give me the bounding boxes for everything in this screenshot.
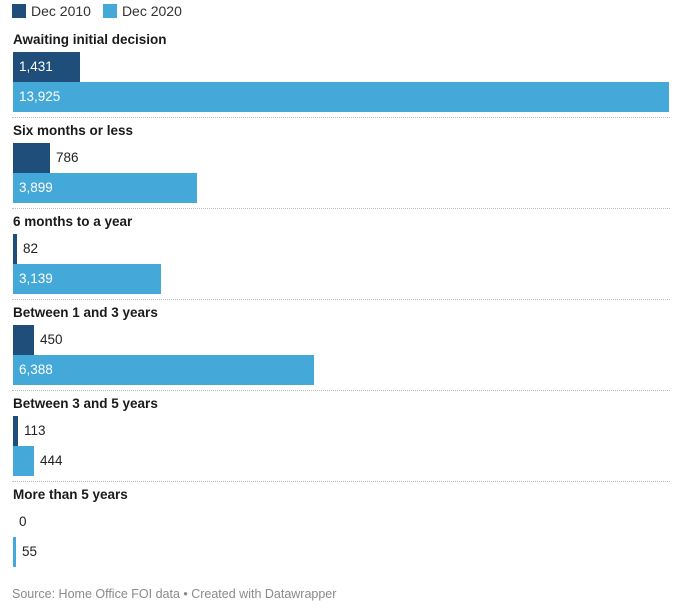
- data-label: 3,899: [19, 180, 53, 195]
- legend-label-dec-2020: Dec 2020: [121, 3, 182, 19]
- source-note: Source: Home Office FOI data • Created w…: [12, 587, 337, 601]
- group-divider: [12, 299, 670, 300]
- data-label: 786: [56, 150, 79, 165]
- data-label: 6,388: [19, 362, 53, 377]
- bar-dec-2020-between-3-and-5-years: [13, 446, 34, 476]
- legend-item-dec-2020: Dec 2020: [102, 3, 182, 19]
- category-label: 6 months to a year: [13, 214, 133, 229]
- category-label: Awaiting initial decision: [13, 32, 167, 47]
- legend-label-dec-2010: Dec 2010: [31, 3, 91, 19]
- data-label: 444: [40, 453, 63, 468]
- group-divider: [12, 390, 670, 391]
- data-label: 113: [24, 423, 46, 438]
- data-label: 82: [23, 241, 39, 256]
- data-label: 1,431: [19, 59, 53, 74]
- legend-swatch-dec-2020: [102, 4, 117, 18]
- group-more-than-5-years: More than 5 years 0 55: [12, 487, 670, 578]
- data-label: 0: [19, 514, 27, 529]
- bar-dec-2010-six-months-or-less: [13, 143, 50, 173]
- category-label: Between 1 and 3 years: [13, 305, 158, 320]
- category-label: Six months or less: [13, 123, 134, 138]
- legend: Dec 2010 Dec 2020: [12, 2, 194, 20]
- bar-dec-2020-between-1-and-3-years: [13, 355, 314, 385]
- bar-dec-2020-six-months-or-less: [13, 173, 197, 203]
- group-6-months-to-a-year: 6 months to a year 82 3,139: [12, 214, 670, 305]
- category-label: More than 5 years: [13, 487, 128, 502]
- bar-dec-2010-6-months-to-a-year: [13, 234, 17, 264]
- group-between-1-and-3-years: Between 1 and 3 years 450 6,388: [12, 305, 670, 396]
- legend-swatch-dec-2010: [12, 4, 26, 18]
- group-between-3-and-5-years: Between 3 and 5 years 113 444: [12, 396, 670, 487]
- group-six-months-or-less: Six months or less 786 3,899: [12, 123, 670, 214]
- group-divider: [12, 481, 670, 482]
- bar-dec-2010-between-1-and-3-years: [13, 325, 34, 355]
- data-label: 3,139: [19, 271, 53, 286]
- group-awaiting-initial-decision: Awaiting initial decision 1,431 13,925: [12, 32, 670, 123]
- bar-dec-2020-more-than-5-years: [13, 537, 16, 567]
- category-label: Between 3 and 5 years: [13, 396, 158, 411]
- bar-dec-2010-between-3-and-5-years: [13, 416, 18, 446]
- bar-dec-2010-awaiting-initial-decision: [13, 52, 80, 82]
- data-label: 13,925: [19, 89, 61, 104]
- bar-dec-2020-6-months-to-a-year: [13, 264, 161, 294]
- legend-item-dec-2010: Dec 2010: [12, 3, 91, 19]
- group-divider: [12, 117, 670, 118]
- group-divider: [12, 208, 670, 209]
- data-label: 450: [40, 332, 63, 347]
- data-label: 55: [22, 544, 38, 559]
- bar-dec-2020-awaiting-initial-decision: [13, 82, 669, 112]
